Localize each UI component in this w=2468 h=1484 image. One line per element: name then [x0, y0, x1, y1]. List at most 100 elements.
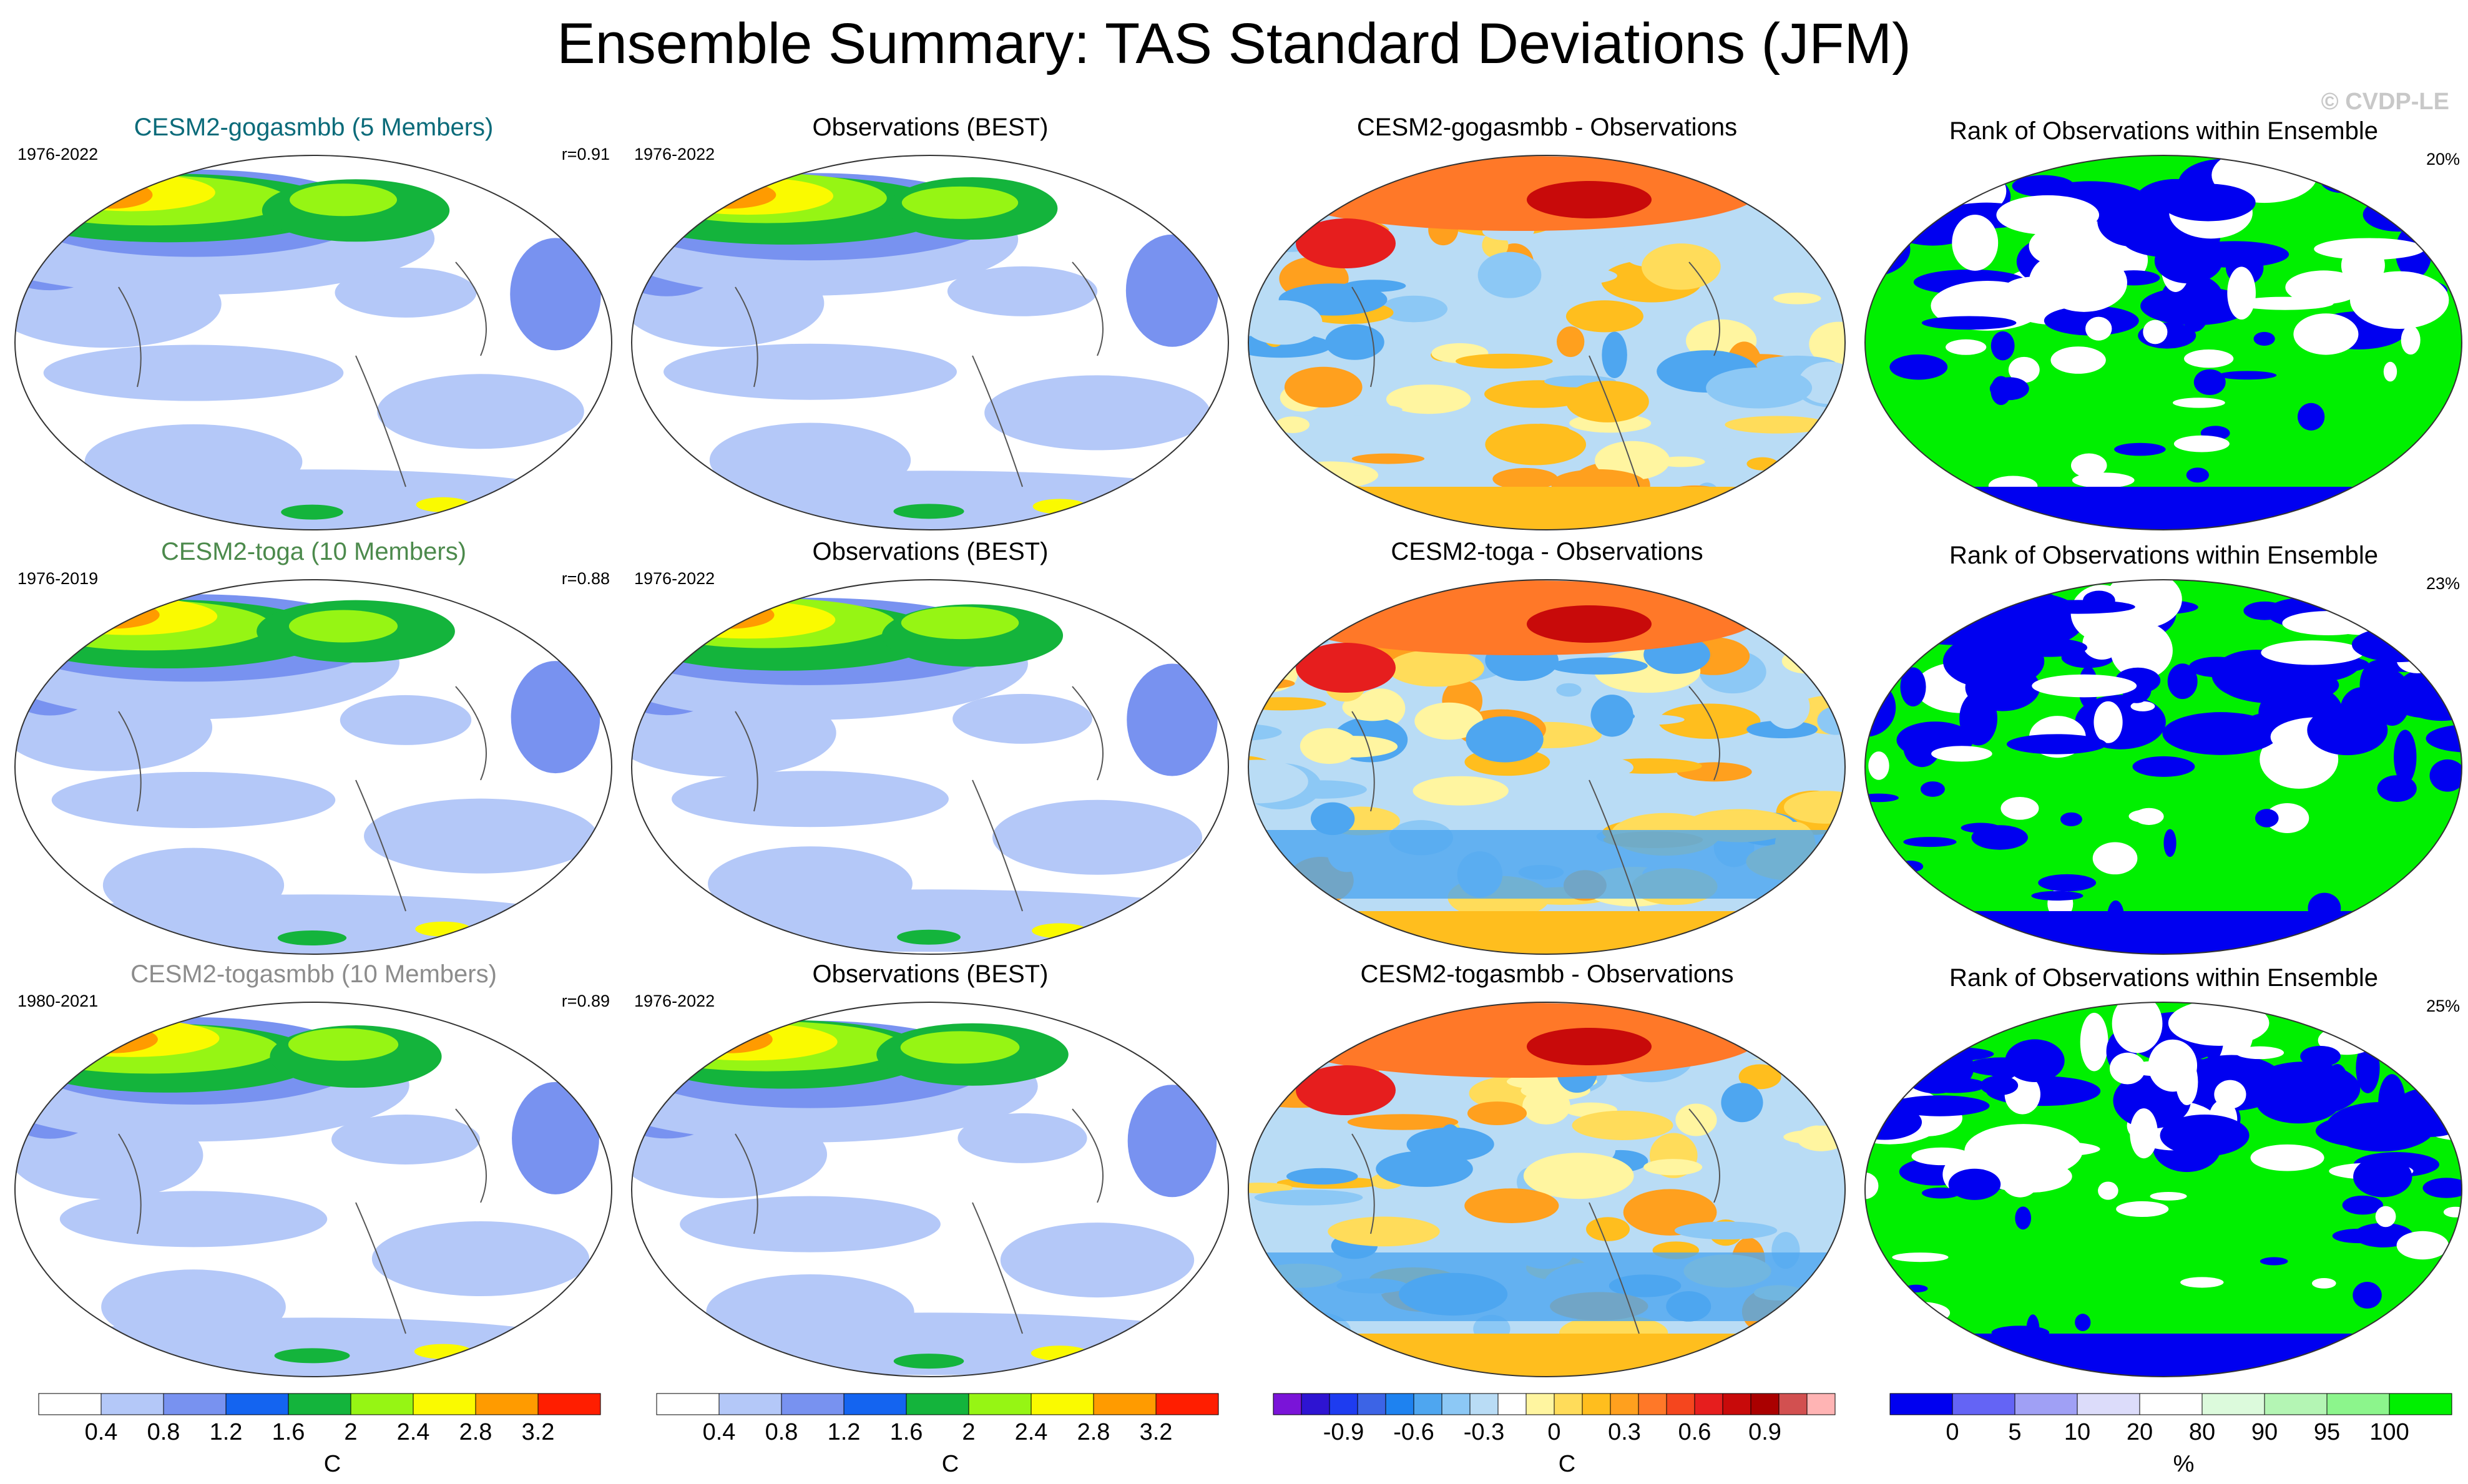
colorbar-tick-label: 0.6: [1678, 1419, 1711, 1445]
colorbar-swatch: [1273, 1393, 1302, 1415]
colorbar-rank: 0 5 10 20 80 90 95 100 %: [1876, 1387, 2468, 1481]
panel-title: CESM2-togasmbb - Observations: [1360, 960, 1734, 988]
colorbar-tick-label: 1.6: [890, 1419, 923, 1445]
colorbar-rank-svg: 0 5 10 20 80 90 95 100: [1889, 1393, 2452, 1445]
colorbar-tick-label: 5: [2008, 1419, 2021, 1445]
colorbar-tick-label: 2: [344, 1419, 357, 1445]
colorbar-swatch: [38, 1393, 102, 1415]
colorbar-swatch: [843, 1393, 907, 1415]
colorbar-tick-label: 95: [2314, 1419, 2340, 1445]
panel-correlation: r=0.88: [561, 569, 610, 588]
panel-correlation: r=0.89: [561, 992, 610, 1010]
colorbar-diff-units: C: [1558, 1451, 1576, 1477]
colorbar-swatch: [1582, 1393, 1611, 1415]
colorbar-swatch: [1525, 1393, 1555, 1415]
map-model: [14, 155, 612, 530]
panel-title: CESM2-gogasmbb (5 Members): [134, 114, 494, 141]
panel-title: CESM2-toga - Observations: [1391, 538, 1703, 565]
colorbar-swatch: [906, 1393, 969, 1415]
colorbar-tick-label: 0: [1547, 1419, 1560, 1445]
colorbar-swatch: [2326, 1393, 2390, 1415]
colorbar-swatch: [2139, 1393, 2203, 1415]
colorbar-tick-label: 100: [2369, 1419, 2409, 1445]
colorbar-swatch: [1889, 1393, 1953, 1415]
colorbar-tick-label: 0.8: [147, 1419, 180, 1445]
colorbar-tick-label: 3.2: [522, 1419, 555, 1445]
colorbar-swatch: [1554, 1393, 1583, 1415]
colorbar-swatch: [2264, 1393, 2328, 1415]
colorbar-tick-label: 0.3: [1608, 1419, 1641, 1445]
map-model: [14, 579, 612, 955]
colorbar-tick-label: 0: [1946, 1419, 1959, 1445]
panel-rank-percent: 20%: [2426, 150, 2460, 168]
colorbar-swatch: [1329, 1393, 1358, 1415]
panel-years: 1976-2022: [634, 992, 715, 1010]
page-title: Ensemble Summary: TAS Standard Deviation…: [557, 12, 1911, 76]
panel-model-row2: CESM2-toga (10 Members) 1976-2019 r=0.88: [6, 538, 621, 960]
colorbar-tick-label: 3.2: [1140, 1419, 1173, 1445]
panel-diff-row1: CESM2-gogasmbb - Observations: [1240, 114, 1854, 536]
panel-title: Observations (BEST): [812, 960, 1049, 988]
colorbar-tick-label: 2.8: [1077, 1419, 1110, 1445]
panel-years: 1976-2022: [634, 145, 715, 164]
map-model: [14, 1002, 612, 1377]
panel-correlation: r=0.91: [561, 145, 610, 164]
colorbar-tick-label: 1.2: [828, 1419, 861, 1445]
colorbar-swatch: [1155, 1393, 1219, 1415]
map-obs: [631, 1002, 1229, 1377]
colorbar-swatch: [537, 1393, 601, 1415]
colorbar-tick-label: -0.6: [1393, 1419, 1434, 1445]
colorbar-tick-label: 0.8: [765, 1419, 798, 1445]
colorbar-swatch: [1638, 1393, 1667, 1415]
colorbar-swatch: [1750, 1393, 1780, 1415]
colorbar-swatch: [1806, 1393, 1836, 1415]
colorbar-swatch: [1497, 1393, 1527, 1415]
colorbar-tick-label: 0.4: [85, 1419, 118, 1445]
colorbar-tick-label: 2: [962, 1419, 975, 1445]
colorbar-swatch: [656, 1393, 720, 1415]
map-obs: [631, 155, 1229, 530]
colorbar-tick-label: 2.4: [1015, 1419, 1048, 1445]
colorbar-swatch: [163, 1393, 227, 1415]
colorbar-swatch: [1357, 1393, 1386, 1415]
colorbar-swatch: [1694, 1393, 1723, 1415]
colorbar-swatch: [2201, 1393, 2265, 1415]
colorbar-swatch: [1952, 1393, 2015, 1415]
colorbar-swatch: [1413, 1393, 1442, 1415]
panel-obs-row2: Observations (BEST) 1976-2022: [623, 538, 1238, 960]
colorbar-swatch: [1301, 1393, 1330, 1415]
colorbar-std-svg: 0.4 0.8 1.2 1.6 2 2.4 2.8 3.2: [38, 1393, 601, 1445]
colorbar-tick-label: 10: [2064, 1419, 2090, 1445]
colorbar-diff-svg: -0.9 -0.6 -0.3 0 0.3 0.6 0.9: [1273, 1393, 1836, 1445]
colorbar-swatch: [475, 1393, 539, 1415]
panel-obs-row3: Observations (BEST) 1976-2022: [623, 960, 1238, 1383]
colorbar-tick-label: -0.3: [1464, 1419, 1504, 1445]
panel-title: Observations (BEST): [812, 114, 1049, 141]
colorbar-swatch: [968, 1393, 1032, 1415]
map-diff: [1248, 155, 1846, 530]
panel-rank-row2: Rank of Observations within Ensemble 23%: [1856, 538, 2468, 960]
colorbar-swatch: [2014, 1393, 2078, 1415]
panel-rank-percent: 23%: [2426, 574, 2460, 593]
colorbar-swatch: [2389, 1393, 2452, 1415]
colorbar-tick-label: -0.9: [1323, 1419, 1364, 1445]
watermark: © CVDP-LE: [2321, 89, 2449, 115]
colorbar-swatch: [1093, 1393, 1157, 1415]
map-diff: [1248, 579, 1846, 955]
colorbar-std-obs-svg: 0.4 0.8 1.2 1.6 2 2.4 2.8 3.2: [656, 1393, 1219, 1445]
colorbar-swatch: [1666, 1393, 1695, 1415]
colorbar-swatch: [1778, 1393, 1808, 1415]
panel-years: 1976-2019: [17, 569, 99, 588]
panel-diff-row3: CESM2-togasmbb - Observations: [1240, 960, 1854, 1383]
colorbar-tick-label: 80: [2189, 1419, 2215, 1445]
panel-title: Rank of Observations within Ensemble: [1949, 117, 2378, 145]
panel-title: CESM2-toga (10 Members): [160, 538, 467, 565]
panel-rank-percent: 25%: [2426, 997, 2460, 1015]
colorbar-swatch: [1031, 1393, 1094, 1415]
panel-model-row1: CESM2-gogasmbb (5 Members) 1976-2022 r=0.9…: [6, 114, 621, 536]
panel-years: 1976-2022: [634, 569, 715, 588]
colorbar-swatch: [1441, 1393, 1471, 1415]
panel-title: CESM2-togasmbb (10 Members): [130, 960, 497, 988]
colorbar-swatch: [1469, 1393, 1499, 1415]
colorbar-tick-label: 90: [2251, 1419, 2278, 1445]
